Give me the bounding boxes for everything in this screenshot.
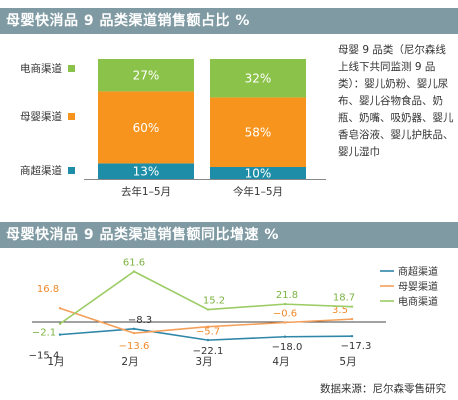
data-label-商超渠道: −17.3 — [341, 341, 372, 352]
x-tick-label: 去年1–5月 — [121, 185, 171, 198]
legend-label: 母婴渠道 — [20, 110, 62, 123]
data-point-母婴渠道 — [283, 321, 287, 324]
data-label-商超渠道: −22.1 — [193, 346, 224, 357]
legend-label: 母婴渠道 — [398, 280, 438, 293]
legend-label: 电商渠道 — [398, 295, 438, 308]
data-source: 数据来源：尼尔森零售研究 — [320, 383, 446, 395]
data-point-电商渠道 — [132, 270, 136, 273]
bar-segment-电商渠道 — [98, 59, 194, 92]
x-tick-label: 3月 — [195, 356, 212, 368]
category-note: 母婴 9 品类（尼尔森线上线下共同监测 9 品类）：婴儿奶粉、婴儿尿布、婴儿谷物… — [338, 44, 454, 158]
data-point-母婴渠道 — [132, 331, 136, 335]
legend-swatch-商超渠道 — [68, 167, 75, 174]
data-point-商超渠道 — [283, 335, 287, 338]
data-point-电商渠道 — [206, 308, 210, 311]
data-label-母婴渠道: −13.6 — [119, 341, 150, 352]
data-label-母婴渠道: 3.5 — [332, 305, 348, 316]
bar-segment-母婴渠道 — [210, 97, 306, 167]
legend-label: 商超渠道 — [398, 265, 438, 278]
bar-value-label: 13% — [133, 165, 160, 179]
legend-label: 商超渠道 — [20, 164, 62, 177]
bar-segment-商超渠道 — [210, 167, 306, 179]
x-tick-label: 2月 — [121, 356, 138, 368]
bar-value-label: 27% — [133, 69, 160, 83]
data-point-电商渠道 — [58, 322, 62, 325]
bar-value-label: 10% — [245, 167, 272, 181]
data-label-电商渠道: −2.1 — [32, 328, 56, 339]
data-label-电商渠道: 18.7 — [333, 293, 355, 304]
data-point-商超渠道 — [132, 327, 136, 331]
stacked-bar-chart: 13% 60% 27% 去年1–5月 10% 58% 32% 今年1–5月 电商渠道母婴渠道商超… — [20, 59, 326, 198]
bar-value-label: 58% — [245, 126, 272, 140]
data-point-电商渠道 — [350, 305, 354, 308]
x-tick-label: 4月 — [272, 356, 289, 368]
x-tick-label: 5月 — [339, 356, 356, 368]
data-label-电商渠道: 21.8 — [276, 290, 298, 301]
top-chart-title: 母婴快消品 9 品类渠道销售额占比 % — [0, 8, 458, 34]
data-label-母婴渠道: 16.8 — [37, 284, 59, 295]
growth-line-chart: 1月 2月 3月 4月 5月 −15.4 −8.3 −22.1 −18.0 −17.3 16.8 −1… — [29, 257, 438, 368]
legend-swatch-电商渠道 — [68, 65, 75, 72]
bar-segment-商超渠道 — [98, 163, 194, 179]
data-point-电商渠道 — [283, 302, 287, 306]
data-point-商超渠道 — [206, 338, 210, 342]
data-label-电商渠道: 61.6 — [123, 257, 145, 268]
x-tick-label: 今年1–5月 — [233, 185, 283, 198]
bottom-chart-title: 母婴快消品 9 品类渠道销售额同比增速 % — [0, 222, 458, 248]
x-tick-label: 1月 — [47, 356, 64, 368]
bar-segment-母婴渠道 — [98, 91, 194, 164]
data-point-母婴渠道 — [350, 317, 354, 321]
bar-segment-电商渠道 — [210, 59, 306, 98]
data-point-商超渠道 — [58, 333, 62, 336]
data-label-母婴渠道: −0.6 — [273, 308, 297, 319]
legend-swatch-母婴渠道 — [68, 113, 75, 120]
bar-value-label: 60% — [133, 121, 160, 135]
data-point-母婴渠道 — [58, 307, 62, 310]
legend-label: 电商渠道 — [20, 62, 62, 75]
data-label-商超渠道: −18.0 — [272, 342, 303, 353]
data-point-商超渠道 — [350, 334, 354, 338]
data-label-商超渠道: −15.4 — [29, 351, 60, 362]
data-label-电商渠道: 15.2 — [203, 296, 225, 307]
data-label-商超渠道: −8.3 — [128, 315, 152, 326]
data-label-母婴渠道: −5.7 — [196, 327, 220, 338]
bar-value-label: 32% — [245, 72, 272, 86]
data-point-母婴渠道 — [206, 325, 210, 328]
